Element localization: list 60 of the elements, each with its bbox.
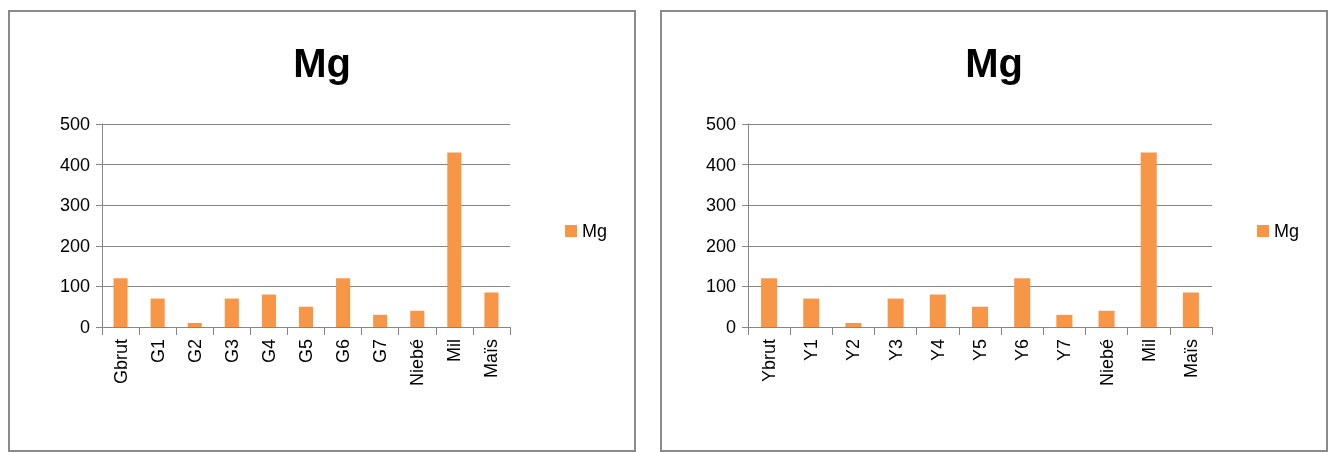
y-tick-label: 500 (705, 114, 736, 134)
x-tick-label: Mil (1138, 339, 1159, 362)
x-tick-label: Y6 (1012, 339, 1033, 362)
x-tick-label: G2 (184, 339, 205, 364)
bar (761, 278, 778, 327)
x-tick-label: Maïs (481, 339, 502, 379)
x-tick-label: Y1 (801, 339, 822, 362)
y-tick-label: 100 (59, 276, 90, 297)
y-tick-label: 200 (705, 235, 736, 256)
bar (150, 298, 165, 327)
bar (1056, 314, 1073, 327)
y-tick-label: 100 (705, 276, 736, 297)
bar (187, 322, 202, 327)
x-tick-label: Maïs (1180, 339, 1201, 379)
bar (1098, 310, 1115, 327)
y-tick-label: 300 (705, 195, 736, 216)
y-tick-label: 0 (725, 317, 736, 337)
bar (410, 310, 425, 327)
bar (373, 314, 388, 327)
bar (224, 298, 239, 327)
x-tick-label: G1 (147, 339, 168, 364)
y-tick-label: 500 (59, 114, 90, 134)
legend-label: Mg (1274, 221, 1300, 241)
y-tick-label: 0 (79, 317, 90, 337)
x-tick-label: Gbrut (110, 339, 131, 385)
bar (1014, 278, 1031, 327)
bar (929, 294, 946, 327)
chart-title: Mg (965, 41, 1023, 85)
bar (298, 306, 314, 327)
bar (803, 298, 820, 327)
x-tick-label: Niebé (407, 339, 428, 387)
bar (971, 306, 989, 327)
legend-label: Mg (582, 221, 608, 241)
x-tick-label: Y7 (1054, 339, 1075, 362)
x-tick-label: G3 (221, 339, 242, 364)
x-tick-label: Y5 (970, 339, 990, 362)
y-tick-label: 300 (59, 195, 90, 216)
bar (336, 278, 351, 327)
x-tick-label: Mil (444, 339, 465, 362)
bar (447, 152, 462, 327)
bar (1182, 292, 1199, 327)
x-tick-label: G4 (258, 339, 279, 364)
x-tick-label: Y3 (885, 339, 906, 362)
x-tick-label: Ybrut (759, 339, 780, 383)
bar (261, 294, 276, 327)
bar (845, 322, 862, 327)
bar (113, 278, 128, 327)
x-tick-label: G7 (370, 339, 391, 364)
y-tick-label: 200 (59, 235, 90, 256)
bar (484, 292, 499, 327)
x-tick-label: G5 (296, 339, 316, 364)
x-tick-label: G6 (333, 339, 354, 364)
x-tick-label: Y4 (927, 339, 948, 362)
y-tick-label: 400 (59, 154, 90, 175)
bar (887, 298, 904, 327)
x-tick-label: Niebé (1096, 339, 1117, 387)
chart-title: Mg (293, 41, 351, 85)
y-tick-label: 400 (705, 154, 736, 175)
bar (1140, 152, 1157, 327)
x-tick-label: Y2 (843, 339, 864, 362)
